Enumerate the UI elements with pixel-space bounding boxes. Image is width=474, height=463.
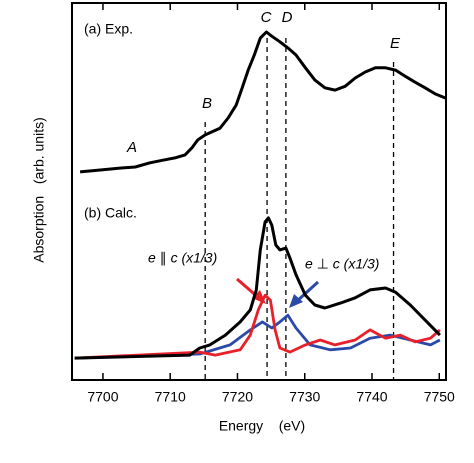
blue-arrow xyxy=(294,280,320,304)
x-tick-label: 7700 xyxy=(87,389,118,405)
series-line xyxy=(74,216,441,360)
plot-frame xyxy=(71,2,447,381)
feature-label: A xyxy=(126,139,137,156)
series-label: e ⊥ c (x1/3) xyxy=(305,256,379,272)
feature-label: C xyxy=(261,9,272,26)
feature-label: D xyxy=(282,9,293,26)
series-label: e ∥ c (x1/3) xyxy=(148,250,217,266)
feature-label: E xyxy=(390,35,401,52)
series-line xyxy=(79,30,446,174)
feature-label: B xyxy=(202,95,212,112)
x-tick-label: 7740 xyxy=(356,389,387,405)
x-tick-label: 7720 xyxy=(222,389,253,405)
x-tick-label: 7730 xyxy=(289,389,320,405)
x-tick-label: 7750 xyxy=(424,389,455,405)
series-line xyxy=(74,293,441,360)
blue-arrow-head xyxy=(289,294,303,308)
y-axis-label: Absorption (arb. units) xyxy=(31,117,47,263)
x-axis-label: Energy (eV) xyxy=(219,418,305,434)
panel-label: (b) Calc. xyxy=(84,205,137,221)
x-tick-label: 7710 xyxy=(155,389,186,405)
panel-label: (a) Exp. xyxy=(84,21,133,37)
